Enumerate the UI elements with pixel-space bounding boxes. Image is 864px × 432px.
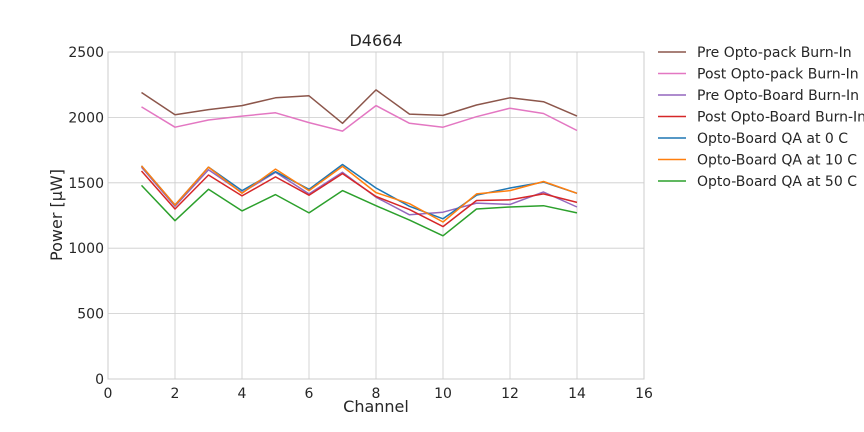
x-tick-label: 4	[238, 386, 247, 402]
legend-entry-label: Opto-Board QA at 10 C	[697, 153, 857, 169]
legend-entry-label: Opto-Board QA at 0 C	[697, 131, 848, 147]
x-tick-label: 16	[635, 386, 653, 402]
x-tick-label: 14	[568, 386, 586, 402]
y-tick-label: 0	[95, 372, 104, 388]
series-line-7	[140, 184, 578, 237]
x-axis-label: Channel	[343, 397, 409, 416]
x-tick-label: 0	[104, 386, 113, 402]
series-line-1	[141, 89, 578, 125]
x-tick-label: 6	[305, 386, 314, 402]
legend-entry-label: Post Opto-Board Burn-In	[697, 110, 864, 126]
legend-entry-label: Opto-Board QA at 50 C	[697, 174, 857, 190]
chart-title: D4664	[349, 31, 402, 50]
x-tick-label: 2	[171, 386, 180, 402]
series-line-4	[140, 170, 578, 228]
legend-entry-label: Pre Opto-Board Burn-In	[697, 88, 859, 104]
plot-frame	[107, 51, 645, 380]
x-tick-label: 10	[434, 386, 452, 402]
legend-entry-label: Pre Opto-pack Burn-In	[697, 45, 852, 61]
legend: Pre Opto-pack Burn-In Post Opto-pack Burn…	[658, 45, 864, 190]
series-line-6	[140, 165, 578, 223]
x-tick-label: 12	[501, 386, 519, 402]
y-tick-label: 2000	[68, 110, 104, 126]
legend-entry-label: Post Opto-pack Burn-In	[697, 67, 859, 83]
grid-lines	[107, 51, 645, 380]
y-tick-label: 500	[77, 307, 104, 323]
y-tick-label: 1000	[68, 241, 104, 257]
y-tick-label: 2500	[68, 45, 104, 61]
y-tick-label: 1500	[68, 176, 104, 192]
x-tick-label: 8	[372, 386, 381, 402]
series-line-2	[141, 104, 578, 132]
series-lines	[140, 89, 578, 237]
tick-labels: 0 2 4 6 8 10 12 14 16 0 500 1000 1500 2000 2500	[68, 45, 653, 402]
y-axis-label: Power [µW]	[47, 169, 66, 261]
